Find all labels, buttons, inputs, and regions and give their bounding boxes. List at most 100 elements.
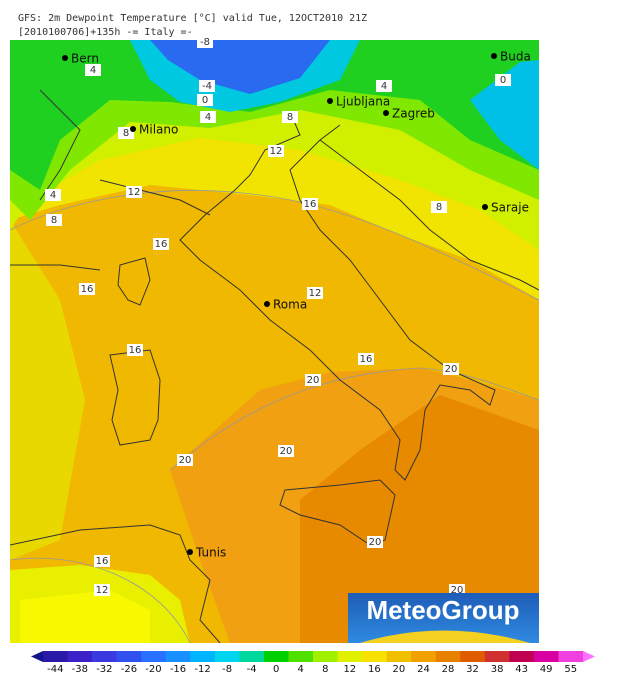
colorbar-tick-label: 8 — [322, 664, 328, 675]
contour-label-bg — [118, 127, 134, 139]
contour-label-bg — [307, 287, 323, 299]
colorbar-tick-label: 32 — [466, 664, 479, 675]
colorbar-tick-label: 38 — [491, 664, 504, 675]
contour-label: 12 — [128, 187, 141, 198]
contour-label: 12 — [270, 146, 283, 157]
contour-label: 4 — [50, 190, 56, 201]
contour-label: 16 — [360, 354, 373, 365]
contour-label-bg — [443, 363, 459, 375]
colorbar-arrow-right — [583, 651, 595, 662]
contour-label-bg — [94, 584, 110, 596]
contour-label-bg — [278, 445, 294, 457]
contour-label-bg — [153, 238, 169, 250]
contour-label-bg — [79, 283, 95, 295]
colorbar-tick-label: 24 — [417, 664, 430, 675]
contour-label-bg — [268, 145, 284, 157]
colorbar-tick-label: 43 — [515, 664, 528, 675]
logo-text: MeteoGroup — [366, 595, 519, 625]
contour-label: 20 — [445, 364, 458, 375]
colorbar-segment — [337, 651, 363, 662]
contour-label-bg — [495, 74, 511, 86]
contour-label-bg — [85, 64, 101, 76]
colorbar-segment — [288, 651, 314, 662]
city-dot — [130, 126, 136, 132]
colorbar-segment — [558, 651, 584, 662]
city-label: Ljubljana — [336, 95, 390, 109]
contour-label: 20 — [179, 455, 192, 466]
colorbar-segment — [263, 651, 289, 662]
colorbar-segment — [362, 651, 388, 662]
contour-label-bg — [358, 353, 374, 365]
colorbar-tick-label: -44 — [47, 664, 63, 675]
contour-label-bg — [367, 536, 383, 548]
contour-label-bg — [376, 80, 392, 92]
contour-label: 12 — [309, 288, 322, 299]
contour-label: 12 — [96, 585, 109, 596]
city-label: Buda — [500, 50, 531, 64]
contour-label-bg — [197, 36, 213, 48]
contour-label-bg — [127, 344, 143, 356]
city-label: Roma — [273, 298, 307, 312]
colorbar-tick-label: -8 — [222, 664, 232, 675]
city-dot — [491, 53, 497, 59]
colorbar-tick-label: -20 — [145, 664, 161, 675]
colorbar-tick-label: 20 — [393, 664, 406, 675]
city-label: Saraje — [491, 201, 529, 215]
contour-label: -4 — [202, 81, 212, 92]
colorbar-tick-label: -12 — [194, 664, 210, 675]
city-label: Milano — [139, 123, 178, 137]
colorbar-segment — [484, 651, 510, 662]
colorbar-segment — [386, 651, 412, 662]
colorbar-tick-label: 12 — [343, 664, 356, 675]
city-label: Bern — [71, 52, 99, 66]
contour-label-bg — [200, 111, 216, 123]
colorbar-segment — [239, 651, 265, 662]
colorbar-segment — [67, 651, 93, 662]
contour-label: 16 — [304, 199, 317, 210]
colorbar-tick-label: 0 — [273, 664, 279, 675]
colorbar-tick-label: -4 — [247, 664, 257, 675]
colorbar-arrow-left — [31, 651, 43, 662]
colorbar-tick-label: 55 — [564, 664, 577, 675]
contour-label: 20 — [280, 446, 293, 457]
colorbar-segment — [509, 651, 535, 662]
city-dot — [383, 110, 389, 116]
city-label: Tunis — [195, 546, 226, 560]
contour-label: 20 — [307, 375, 320, 386]
contour-label: 4 — [90, 65, 96, 76]
colorbar-segment — [43, 651, 69, 662]
contour-label-bg — [282, 111, 298, 123]
colorbar-segment — [116, 651, 142, 662]
colorbar-segment — [435, 651, 461, 662]
colorbar-segment — [460, 651, 486, 662]
contour-label-bg — [177, 454, 193, 466]
contour-label: -8 — [200, 37, 210, 48]
colorbar-tick-label: 49 — [540, 664, 553, 675]
contour-label-bg — [46, 214, 62, 226]
contour-label-bg — [305, 374, 321, 386]
header-line-1: GFS: 2m Dewpoint Temperature [°C] valid … — [18, 13, 367, 24]
map — [10, 40, 539, 643]
colorbar-tick-label: -38 — [72, 664, 88, 675]
header-line-2: [2010100706]+135h -= Italy =- — [18, 27, 193, 38]
contour-label-bg — [302, 198, 318, 210]
contour-label: 8 — [51, 215, 57, 226]
contour-label-bg — [197, 94, 213, 106]
colorbar-tick-label: 16 — [368, 664, 381, 675]
contour-labels: -8 4 -4 0 4 4 8 0 8 12 4 12 8 16 8 16 16 12 16 16 20 20 20 20 20… — [45, 36, 511, 596]
colorbar-tick-label: -32 — [96, 664, 112, 675]
colorbar-tick-label: 28 — [442, 664, 455, 675]
contour-label: 8 — [123, 128, 129, 139]
city-label: Zagreb — [392, 107, 435, 121]
colorbar-tick-label: -16 — [170, 664, 186, 675]
contour-label-bg — [431, 201, 447, 213]
colorbar: -44 -38 -32 -26 -20 -16 -12 -8 -4 0 4 8 12 16 20 24 28 32… — [31, 651, 595, 675]
contour-label: 16 — [81, 284, 94, 295]
colorbar-segment — [214, 651, 240, 662]
city-dot — [62, 55, 68, 61]
logo: MeteoGroup — [348, 593, 539, 643]
contour-label: 0 — [500, 75, 506, 86]
colorbar-tick-label: 4 — [298, 664, 304, 675]
